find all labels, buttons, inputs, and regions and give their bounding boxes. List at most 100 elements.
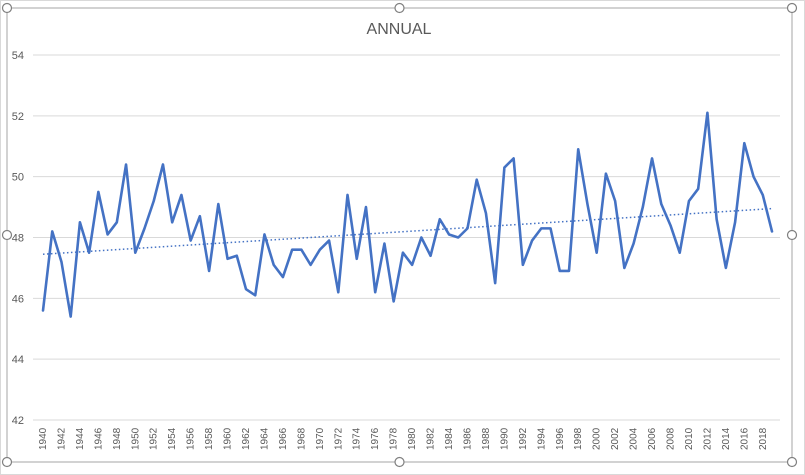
data-point — [761, 194, 764, 197]
y-tick-label: 54 — [12, 50, 24, 62]
x-tick-label: 1940 — [38, 427, 49, 450]
resize-handle-top-center[interactable] — [394, 2, 405, 14]
data-point — [595, 251, 598, 254]
data-point — [752, 175, 755, 178]
data-point — [660, 203, 663, 206]
x-tick-label: 1948 — [112, 427, 123, 450]
x-tick-label: 1992 — [518, 427, 529, 450]
data-point — [198, 215, 201, 218]
data-point — [734, 221, 737, 224]
data-point — [438, 218, 441, 221]
y-tick-label: 46 — [12, 293, 24, 305]
data-point — [623, 267, 626, 270]
x-tick-label: 1944 — [75, 427, 86, 450]
resize-handle-middle-left[interactable] — [1, 229, 13, 241]
x-tick-label: 2016 — [739, 427, 750, 450]
x-tick-label: 1966 — [278, 427, 289, 450]
resize-handle-middle-right[interactable] — [786, 229, 798, 241]
series-layer — [41, 111, 774, 318]
x-tick-label: 1972 — [333, 427, 344, 450]
data-point — [401, 251, 404, 254]
series-line — [41, 111, 774, 318]
x-tick-label: 1994 — [536, 427, 547, 450]
resize-handles[interactable] — [1, 2, 798, 468]
x-tick-label: 1978 — [389, 427, 400, 450]
data-point — [512, 157, 515, 160]
x-tick-label: 1952 — [149, 427, 160, 450]
resize-handle-bottom-right[interactable] — [786, 456, 798, 468]
x-tick-label: 2012 — [702, 427, 713, 450]
resize-handle-bottom-left[interactable] — [1, 456, 13, 468]
data-point — [604, 172, 607, 175]
resize-handle-bottom-center[interactable] — [394, 456, 405, 468]
data-point — [586, 203, 589, 206]
data-point — [678, 251, 681, 254]
data-point — [448, 233, 451, 236]
x-tick-label: 1988 — [481, 427, 492, 450]
x-tick-label: 1958 — [204, 427, 215, 450]
x-tick-label: 1974 — [352, 427, 363, 450]
data-point — [632, 242, 635, 245]
x-tick-label: 1964 — [259, 427, 270, 450]
x-tick-label: 1998 — [573, 427, 584, 450]
data-point — [125, 163, 128, 166]
data-point — [208, 270, 211, 273]
data-point — [420, 236, 423, 239]
x-tick-label: 1950 — [130, 427, 141, 450]
data-point — [724, 267, 727, 270]
data-point — [392, 300, 395, 303]
x-tick-label: 1968 — [296, 427, 307, 450]
x-tick-label: 1976 — [370, 427, 381, 450]
data-point — [577, 148, 580, 151]
x-tick-label: 2010 — [684, 427, 695, 450]
data-point — [549, 227, 552, 230]
data-point — [715, 218, 718, 221]
data-point — [374, 291, 377, 294]
data-point — [641, 206, 644, 209]
x-tick-label: 2006 — [647, 427, 658, 450]
data-point — [355, 257, 358, 260]
data-point — [411, 263, 414, 266]
data-point — [688, 200, 691, 203]
data-point — [743, 142, 746, 145]
data-point — [706, 111, 709, 114]
data-point — [143, 227, 146, 230]
x-tick-label: 1962 — [241, 427, 252, 450]
data-point — [263, 233, 266, 236]
data-point — [42, 309, 45, 312]
data-point — [272, 263, 275, 266]
data-point — [475, 178, 478, 181]
resize-handle-top-left[interactable] — [1, 2, 13, 14]
data-point — [614, 200, 617, 203]
x-tick-label: 1984 — [444, 427, 455, 450]
data-point — [558, 270, 561, 273]
x-tick-label: 2000 — [592, 427, 603, 450]
y-tick-label: 44 — [12, 354, 24, 366]
data-point — [217, 203, 220, 206]
data-point — [457, 236, 460, 239]
x-tick-label: 1990 — [499, 427, 510, 450]
x-tick-label: 2014 — [721, 427, 732, 450]
data-point — [568, 270, 571, 273]
data-point — [771, 230, 774, 233]
x-tick-label: 1942 — [56, 427, 67, 450]
data-point — [88, 251, 91, 254]
data-point — [346, 194, 349, 197]
resize-handle-top-right[interactable] — [786, 2, 798, 14]
data-point — [494, 282, 497, 285]
x-tick-label: 2004 — [629, 427, 640, 450]
data-point — [540, 227, 543, 230]
data-point — [254, 294, 257, 297]
data-point — [503, 166, 506, 169]
data-point — [531, 239, 534, 242]
data-point — [69, 315, 72, 318]
data-point — [51, 230, 54, 233]
data-point — [189, 239, 192, 242]
x-tick-label: 1980 — [407, 427, 418, 450]
x-tick-label: 1956 — [186, 427, 197, 450]
x-tick-label: 1996 — [555, 427, 566, 450]
data-point — [300, 248, 303, 251]
x-tick-label: 1954 — [167, 427, 178, 450]
y-tick-label: 50 — [12, 172, 24, 184]
